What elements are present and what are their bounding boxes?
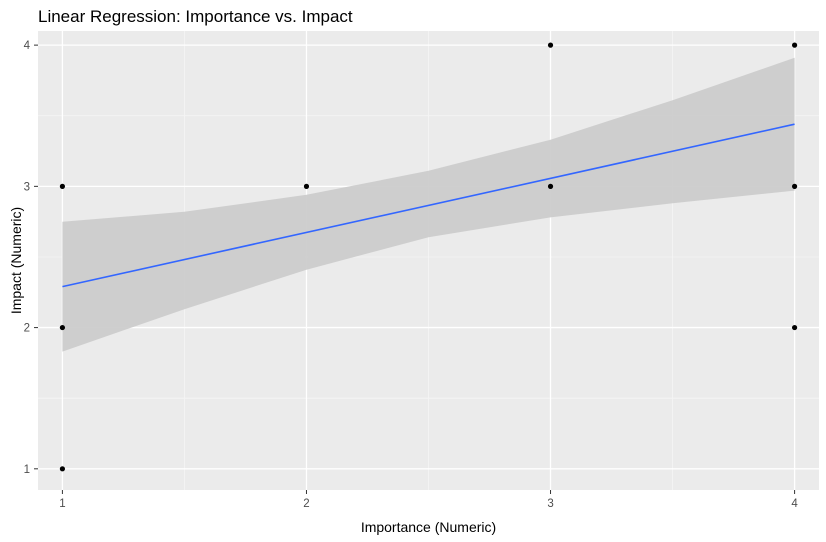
major-gridlines: [38, 31, 819, 490]
data-point: [59, 466, 66, 472]
y-tick-label: 1: [24, 464, 30, 476]
data-point: [791, 42, 798, 48]
x-axis-ticks: 1 2 3 4: [59, 490, 798, 510]
data-point: [547, 42, 554, 48]
x-tick-label: 1: [59, 498, 65, 510]
x-tick-label: 4: [791, 498, 798, 510]
y-tick-label: 3: [24, 181, 30, 193]
data-points: [59, 42, 798, 472]
data-point: [791, 324, 798, 331]
x-tick-label: 3: [547, 498, 553, 510]
y-axis-title: Impact (Numeric): [8, 207, 24, 314]
data-point: [59, 183, 66, 189]
data-point: [303, 183, 310, 189]
data-point: [59, 324, 66, 331]
y-axis-ticks: 1 2 3 4: [24, 40, 38, 476]
x-tick-label: 2: [303, 498, 309, 510]
y-tick-label: 4: [24, 40, 31, 52]
x-axis-title: Importance (Numeric): [361, 519, 496, 535]
y-tick-label: 2: [24, 323, 30, 335]
data-point: [547, 183, 554, 189]
chart-title: Linear Regression: Importance vs. Impact: [38, 7, 353, 26]
data-point: [791, 183, 798, 189]
regression-line: [62, 123, 795, 288]
